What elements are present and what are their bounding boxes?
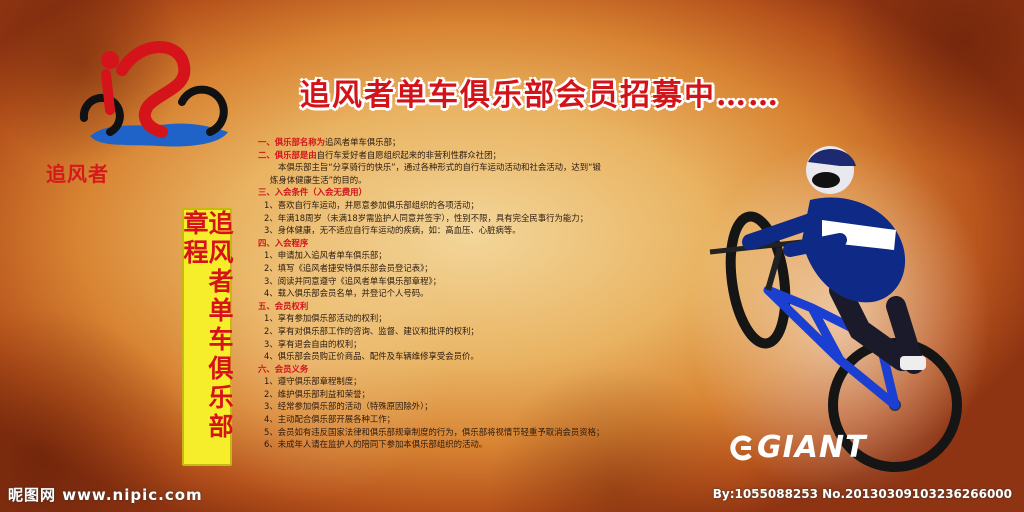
rule-heading-text: 五、会员权利 (258, 300, 309, 311)
rule-heading-text: 三、入会条件（入会无费用） (258, 187, 367, 198)
rule-line: 1、享有参加俱乐部活动的权利； (264, 313, 387, 324)
rule-heading-text: 一、俱乐部名称为 (258, 137, 325, 147)
rule-line: 3、享有退会自由的权利； (264, 338, 362, 349)
logo-text: 追风者 (46, 162, 109, 186)
rule-line: 炼身体健康生活”的目的。 (270, 174, 367, 185)
rule-line: 2、填写《追风者捷安特俱乐部会员登记表》； (264, 262, 433, 273)
rule-section-heading: 三、入会条件（入会无费用） (258, 186, 728, 199)
rule-line: 6、未成年人请在监护人的陪同下参加本俱乐部组织的活动。 (264, 439, 488, 450)
rule-line: 2、维护俱乐部利益和荣誉； (264, 388, 370, 399)
rule-line: 1、喜欢自行车运动，并愿意参加俱乐部组织的各项活动； (264, 199, 479, 210)
rule-line: 4、主动配合俱乐部开展各种工作； (264, 414, 395, 425)
rule-section-heading: 二、俱乐部是由自行车爱好者自愿组织起来的非营利性群众社团； (258, 149, 728, 162)
rule-line: 5、会员如有违反国家法律和俱乐部规章制度的行为，俱乐部将视情节轻重予取消会员资格… (264, 426, 605, 437)
rule-heading-detail: 自行车爱好者自愿组织起来的非营利性群众社团； (316, 149, 501, 160)
rule-section-heading: 五、会员权利 (258, 300, 728, 313)
rule-line: 本俱乐部主旨“分享骑行的快乐”，通过各种形式的自行车运动活动和社会活动，达到“锻 (278, 162, 601, 173)
rule-heading-text: 六、会员义务 (258, 363, 309, 374)
rule-heading-text: 四、入会程序 (258, 237, 309, 248)
bmx-rider-icon (690, 140, 990, 500)
rule-line: 2、年满18周岁（未满18岁需监护人同意并签字），性别不限，具有完全民事行为能力… (264, 212, 588, 223)
rule-line: 4、俱乐部会员购正价商品、配件及车辆维修享受会员价。 (264, 351, 479, 362)
giant-brand: GIANT (728, 430, 867, 465)
charter-rules: 一、俱乐部名称为追风者单车俱乐部； 二、俱乐部是由自行车爱好者自愿组织起来的非营利… (258, 136, 728, 451)
rule-line: 1、遵守俱乐部章程制度； (264, 376, 362, 387)
rule-line: 3、经常参加俱乐部的活动（特殊原因除外）； (264, 401, 433, 412)
rule-line: 4、载入俱乐部会员名单，并登记个人号码。 (264, 288, 429, 299)
rule-section-heading: 四、入会程序 (258, 237, 728, 250)
rule-section-heading: 一、俱乐部名称为追风者单车俱乐部； (258, 136, 728, 149)
rule-line: 3、身体健康，无不适应自行车运动的疾病，如：高血压、心脏病等。 (264, 225, 521, 236)
headline: 追风者单车俱乐部会员招募中…… (300, 78, 780, 113)
rule-heading-detail: 追风者单车俱乐部； (325, 137, 401, 147)
watermark-site: 昵图网 www.nipic.com (8, 486, 203, 504)
giant-logo-icon (730, 435, 752, 460)
watermark-id: By:1055088253 No.20130309103236266000 (712, 487, 1012, 501)
rule-heading-text: 二、俱乐部是由 (258, 149, 317, 160)
brand-name: GIANT (757, 430, 867, 465)
cyclist-logo-icon (79, 41, 228, 147)
charter-title: 追风者单车俱乐部章程 (180, 210, 234, 442)
charter-banner: 追风者单车俱乐部章程 (180, 208, 234, 466)
rule-line: 2、享有对俱乐部工作的咨询、监督、建议和批评的权利； (264, 325, 479, 336)
rule-line: 3、阅读并同意遵守《追风者单车俱乐部章程》； (264, 275, 442, 286)
rule-line: 1、申请加入追风者单车俱乐部； (264, 250, 387, 261)
rule-section-heading: 六、会员义务 (258, 363, 728, 376)
